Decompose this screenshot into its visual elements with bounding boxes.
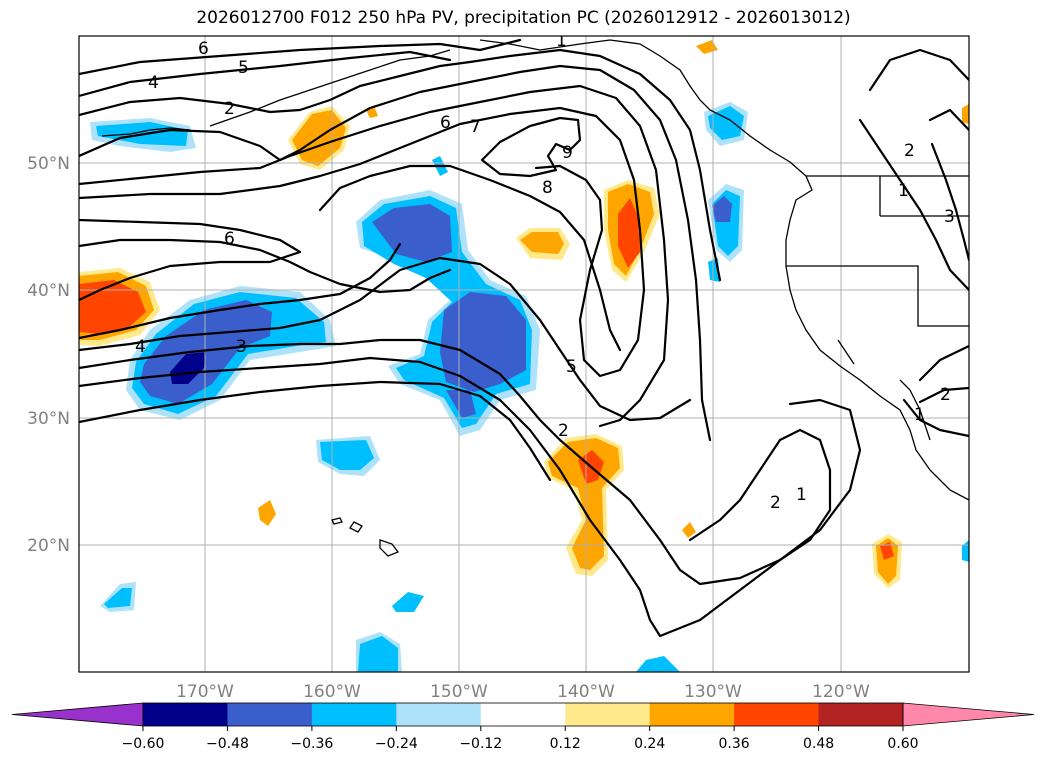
colorbar-segment [396,703,482,726]
precip-shading [79,40,969,672]
contour-label: 3 [944,207,955,227]
contour-label: 2 [940,385,951,405]
colorbar-tick-label: −0.60 [122,736,165,752]
contour-label: 4 [148,73,159,93]
contour-label: 2 [904,141,915,161]
colorbar-ticks: −0.60 −0.48 −0.36 −0.24 −0.12 0.12 0.24 0.36 0.4… [122,726,919,752]
lon-label-150w: 150°W [430,682,488,702]
colorbar-tick-label: −0.24 [375,736,418,752]
lat-label-30n: 30°N [27,409,70,429]
contour-label: 5 [566,357,577,377]
contour-label: 3 [236,337,247,357]
colorbar-tick-label: −0.36 [290,736,333,752]
pv-contours [79,38,969,638]
colorbar-tick-label: 0.36 [719,736,750,752]
contour-label: 6 [224,229,235,249]
colorbar-extend-low [11,702,144,727]
contour-label: 4 [135,337,146,357]
lon-labels: 170°W 160°W 150°W 140°W 130°W 120°W [176,682,870,702]
lon-label-170w: 170°W [176,682,234,702]
contour-labels: 6 5 4 2 1 6 7 9 8 6 4 3 5 2 2 1 2 1 3 2 … [135,31,955,513]
lon-label-130w: 130°W [684,682,742,702]
contour-label: 6 [198,39,209,59]
lat-labels: 50°N 40°N 30°N 20°N [27,154,70,556]
colorbar-tick-label: 0.12 [550,736,581,752]
colorbar-segment [143,703,228,726]
lat-label-20n: 20°N [27,536,70,556]
colorbar [11,702,1035,727]
contour-label: 1 [556,31,567,51]
colorbar-segment [311,703,397,726]
colorbar-segment [565,703,651,726]
colorbar-segment [480,703,566,726]
colorbar-border [142,702,904,727]
colorbar-segment [818,703,904,726]
colorbar-tick-label: 0.60 [887,736,918,752]
contour-label: 5 [238,58,249,78]
lon-label-160w: 160°W [303,682,361,702]
contour-label: 6 [440,113,451,133]
colorbar-segment [649,703,735,726]
contour-label: 8 [542,178,553,198]
contour-label: 2 [770,493,781,513]
contour-label: 1 [914,405,925,425]
contour-label: 2 [224,99,235,119]
contour-label: 1 [898,181,909,201]
lon-label-140w: 140°W [557,682,615,702]
contour-label: 9 [562,143,573,163]
contour-label: 2 [558,421,569,441]
coastlines [101,39,969,557]
contour-label: 7 [470,117,481,137]
lat-label-40n: 40°N [27,281,70,301]
plot-border [78,35,970,673]
colorbar-tick-label: −0.48 [206,736,249,752]
lon-label-120w: 120°W [812,682,870,702]
colorbar-segment [227,703,313,726]
map-title: 2026012700 F012 250 hPa PV, precipitatio… [196,8,851,28]
colorbar-tick-label: 0.24 [634,736,665,752]
graticule [79,36,969,672]
lat-label-50n: 50°N [27,154,70,174]
colorbar-tick-label: −0.12 [459,736,502,752]
colorbar-extend-high [902,702,1035,727]
colorbar-tick-label: 0.48 [803,736,834,752]
contour-label: 1 [796,485,807,505]
colorbar-segment [734,703,820,726]
